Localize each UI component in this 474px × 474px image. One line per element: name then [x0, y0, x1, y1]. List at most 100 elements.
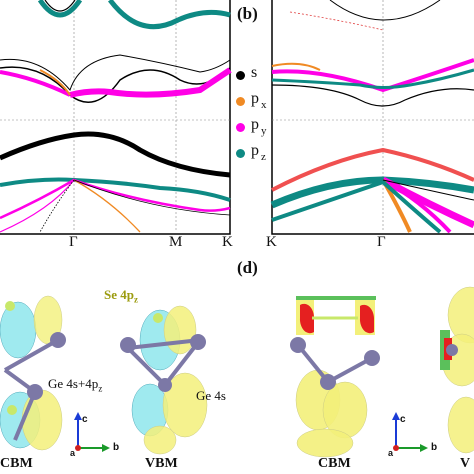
panel-label-d: (d)	[237, 258, 258, 277]
cbm-left-structure	[0, 295, 66, 451]
annotation-ge-main: Ge 4s+4pz	[48, 376, 102, 394]
orbital-legend: s p x p y p z	[233, 64, 269, 170]
annotation-ge-main-sub: z	[98, 383, 103, 394]
band-cb-py	[0, 70, 71, 97]
cbm-right-slice-left-red	[299, 303, 315, 334]
cbm-left-atom-small	[5, 301, 15, 311]
triad-left-b-label: b	[113, 442, 120, 453]
band-vb-px-1	[73, 179, 141, 233]
tick-k-right: K	[266, 234, 277, 250]
triad-right-a-label: a	[388, 448, 394, 458]
rband-vb-s	[382, 179, 474, 201]
band-top-right-pz	[108, 0, 231, 30]
cbm-right-atom-2	[364, 350, 380, 366]
annotation-se-4pz-text: Se 4p	[104, 287, 134, 302]
axis-triad-left	[74, 412, 110, 452]
label-vbm-right: V	[460, 456, 471, 471]
band-vb-dotted	[39, 179, 75, 233]
legend-label-px: p	[251, 90, 259, 107]
triad-left-a-dot	[75, 445, 81, 451]
band-vb-py-2	[0, 179, 75, 233]
vbm-left-atom-1	[120, 337, 136, 353]
rband-top-s	[329, 0, 441, 21]
legend-label-py: p	[251, 116, 259, 133]
band-plot-right-frame	[271, 0, 474, 235]
vbm-right-cloud-3	[447, 396, 474, 454]
rband-cb-py	[271, 58, 474, 93]
vbm-left-bond-2	[126, 346, 167, 387]
label-vbm-left: VBM	[145, 456, 178, 471]
cbm-right-structure	[290, 296, 380, 458]
vbm-left-atom-small	[153, 313, 163, 323]
legend-sub-py: y	[261, 125, 267, 137]
legend-dot-px	[236, 97, 245, 106]
triad-right-a-dot	[393, 445, 399, 451]
cbm-right-cloud-3	[296, 428, 354, 458]
vbm-left-cloud-2	[163, 305, 197, 355]
vbm-left-cloud-4	[162, 372, 208, 438]
vbm-left-structure	[120, 305, 208, 455]
vbm-left-cloud-5	[143, 425, 177, 455]
band-vb-s-thin	[73, 179, 231, 216]
label-cbm-right: CBM	[318, 456, 351, 471]
panel-label-b: (b)	[237, 4, 258, 23]
rband-cb-orange	[271, 62, 321, 71]
legend-item-s: s	[233, 64, 269, 92]
tick-m-left: M	[169, 234, 183, 250]
band-cb-s	[0, 66, 231, 103]
band-top-s	[44, 0, 76, 12]
cbm-right-slice-green	[296, 296, 376, 300]
band-top-pz	[37, 0, 83, 18]
cbm-left-bond-3	[13, 391, 37, 441]
vbm-left-atom-2	[190, 334, 206, 350]
rband-cb-s	[271, 84, 474, 107]
label-cbm-left: CBM	[0, 456, 33, 471]
annotation-se-4pz-sub: z	[133, 294, 138, 305]
triad-left-c-head	[74, 412, 82, 420]
vbm-right-structure	[440, 286, 474, 454]
rband-top-red	[289, 11, 384, 31]
legend-dot-s	[236, 71, 245, 80]
band-vb-s	[0, 131, 231, 178]
triad-left-a-label: a	[70, 448, 76, 458]
cbm-left-bond-1	[4, 338, 59, 372]
legend-dot-py	[236, 123, 245, 132]
legend-item-pz: p z	[233, 142, 269, 170]
vbm-left-bond-1	[127, 338, 201, 350]
vbm-right-atom-1	[446, 344, 458, 356]
triad-left-b-head	[102, 444, 110, 452]
cbm-right-atom-3	[320, 374, 336, 390]
tick-k-left: K	[222, 234, 233, 250]
cbm-right-slice-right-red	[359, 304, 374, 334]
band-cb-py-2	[69, 67, 232, 98]
triad-right-b-head	[420, 444, 428, 452]
rband-vb-red	[271, 147, 474, 192]
rband-vb-py-2	[382, 178, 452, 234]
axis-triad-right	[392, 412, 428, 452]
legend-sub-px: x	[261, 99, 267, 111]
triad-right-c-head	[392, 412, 400, 420]
legend-item-py: p y	[233, 116, 269, 144]
cbm-left-atom-se	[27, 384, 43, 400]
legend-sub-pz: z	[261, 151, 266, 163]
legend-dot-pz	[236, 149, 245, 158]
cbm-right-atom-1	[290, 337, 306, 353]
band-plot-left-frame	[0, 0, 231, 235]
annotation-ge-main-text: Ge 4s+4p	[48, 376, 99, 391]
legend-label-pz: p	[251, 142, 259, 159]
band-vb-py-1	[0, 178, 231, 220]
vbm-left-atom-3	[158, 378, 172, 392]
triad-right-b-label: b	[431, 442, 438, 453]
legend-item-px: p x	[233, 90, 269, 118]
triad-right-c-label: c	[400, 414, 406, 425]
triad-left-c-label: c	[82, 414, 88, 425]
annotation-se-4pz: Se 4pz	[104, 287, 138, 305]
rband-vb-pz-2	[271, 179, 442, 234]
tick-gamma-left: Γ	[69, 234, 78, 250]
band-cb-orange	[39, 69, 71, 96]
rband-cb-pz	[271, 68, 474, 89]
legend-label-s: s	[251, 64, 258, 81]
